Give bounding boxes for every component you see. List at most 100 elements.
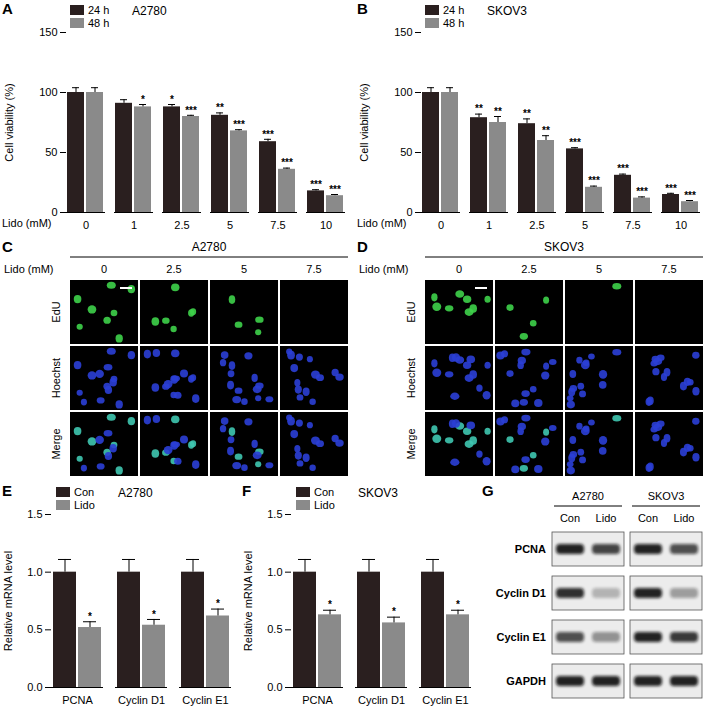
- svg-text:Hoechst: Hoechst: [405, 358, 417, 398]
- svg-text:Cell viability (%): Cell viability (%): [3, 83, 15, 161]
- svg-text:Cyclin D1: Cyclin D1: [358, 694, 405, 706]
- svg-text:***: ***: [665, 183, 677, 194]
- svg-text:PCNA: PCNA: [515, 543, 546, 555]
- svg-text:7.5: 7.5: [625, 219, 640, 231]
- svg-text:Relative mRNA level: Relative mRNA level: [242, 551, 254, 651]
- svg-text:7.5: 7.5: [306, 263, 321, 275]
- svg-text:1.5: 1.5: [267, 508, 282, 520]
- svg-text:0.5: 0.5: [27, 623, 42, 635]
- svg-text:Lido (mM): Lido (mM): [4, 263, 54, 275]
- svg-text:EdU: EdU: [405, 301, 417, 322]
- svg-text:0.0: 0.0: [267, 681, 282, 693]
- svg-text:5: 5: [596, 263, 602, 275]
- svg-text:Hoechst: Hoechst: [50, 358, 62, 398]
- svg-text:A2780: A2780: [192, 240, 227, 254]
- svg-text:10: 10: [320, 219, 332, 231]
- svg-text:2.5: 2.5: [174, 219, 189, 231]
- svg-text:***: ***: [588, 175, 600, 186]
- svg-text:Cyclin E1: Cyclin E1: [496, 631, 546, 643]
- html-text:A2780: A2780: [118, 486, 153, 500]
- svg-text:**: **: [494, 106, 502, 117]
- svg-text:7.5: 7.5: [661, 263, 676, 275]
- svg-text:150: 150: [39, 26, 57, 38]
- svg-text:Merge: Merge: [405, 428, 417, 459]
- svg-text:50: 50: [400, 146, 412, 158]
- svg-text:*: *: [216, 598, 220, 609]
- svg-text:GAPDH: GAPDH: [506, 675, 546, 687]
- svg-text:SKOV3: SKOV3: [544, 240, 584, 254]
- html-text:48 h: 48 h: [88, 17, 110, 29]
- svg-text:Lido: Lido: [674, 512, 695, 524]
- svg-text:0.5: 0.5: [267, 623, 282, 635]
- svg-text:1: 1: [131, 219, 137, 231]
- svg-text:PCNA: PCNA: [62, 694, 93, 706]
- svg-text:1.5: 1.5: [27, 508, 42, 520]
- svg-text:5: 5: [227, 219, 233, 231]
- svg-text:150: 150: [394, 26, 412, 38]
- svg-text:PCNA: PCNA: [302, 694, 333, 706]
- svg-text:Lido: Lido: [596, 512, 617, 524]
- svg-text:7.5: 7.5: [270, 219, 285, 231]
- svg-text:100: 100: [394, 86, 412, 98]
- html-text:24 h: 24 h: [443, 4, 465, 16]
- html-text:48 h: 48 h: [443, 17, 465, 29]
- svg-text:1: 1: [486, 219, 492, 231]
- svg-text:SKOV3: SKOV3: [648, 490, 685, 502]
- svg-text:**: **: [542, 125, 550, 136]
- svg-text:2.5: 2.5: [529, 219, 544, 231]
- html-text:SKOV3: SKOV3: [487, 4, 527, 18]
- svg-text:Merge: Merge: [50, 428, 62, 459]
- svg-text:**: **: [216, 102, 224, 113]
- svg-text:Cyclin D1: Cyclin D1: [496, 587, 546, 599]
- svg-text:5: 5: [582, 219, 588, 231]
- svg-text:***: ***: [185, 105, 197, 116]
- svg-text:*: *: [328, 599, 332, 610]
- svg-text:Cyclin E1: Cyclin E1: [182, 694, 228, 706]
- svg-text:***: ***: [329, 184, 341, 195]
- svg-text:***: ***: [262, 129, 274, 140]
- svg-text:1.0: 1.0: [27, 566, 42, 578]
- svg-text:0: 0: [101, 263, 107, 275]
- svg-text:1.0: 1.0: [267, 566, 282, 578]
- svg-text:Lido (mM): Lido (mM): [359, 263, 409, 275]
- svg-text:0: 0: [51, 206, 57, 218]
- svg-text:***: ***: [233, 119, 245, 130]
- svg-text:Relative mRNA level: Relative mRNA level: [2, 551, 14, 651]
- svg-text:5: 5: [241, 263, 247, 275]
- svg-text:Cyclin E1: Cyclin E1: [422, 694, 468, 706]
- svg-text:**: **: [475, 103, 483, 114]
- svg-text:***: ***: [310, 179, 322, 190]
- svg-text:10: 10: [675, 219, 687, 231]
- html-text:A2780: A2780: [132, 4, 167, 18]
- svg-text:Con: Con: [560, 512, 580, 524]
- html-text:SKOV3: SKOV3: [358, 486, 398, 500]
- svg-text:***: ***: [684, 190, 696, 201]
- svg-text:Cyclin D1: Cyclin D1: [118, 694, 165, 706]
- svg-text:0: 0: [456, 263, 462, 275]
- svg-text:*: *: [170, 94, 174, 105]
- svg-text:Con: Con: [638, 512, 658, 524]
- svg-text:2.5: 2.5: [521, 263, 536, 275]
- svg-text:***: ***: [281, 157, 293, 168]
- html-text:Lido (mM): Lido (mM): [2, 217, 52, 229]
- svg-text:0: 0: [438, 219, 444, 231]
- svg-text:*: *: [392, 606, 396, 617]
- svg-text:***: ***: [636, 186, 648, 197]
- svg-text:A2780: A2780: [572, 490, 604, 502]
- svg-text:*: *: [456, 599, 460, 610]
- svg-text:0.0: 0.0: [27, 681, 42, 693]
- svg-text:100: 100: [39, 86, 57, 98]
- svg-text:2.5: 2.5: [166, 263, 181, 275]
- svg-text:Cell viability (%): Cell viability (%): [358, 83, 370, 161]
- svg-text:50: 50: [45, 146, 57, 158]
- svg-text:*: *: [141, 94, 145, 105]
- svg-text:*: *: [88, 611, 92, 622]
- svg-text:0: 0: [406, 206, 412, 218]
- svg-text:EdU: EdU: [50, 301, 62, 322]
- svg-text:***: ***: [569, 137, 581, 148]
- svg-text:***: ***: [617, 163, 629, 174]
- svg-text:**: **: [523, 108, 531, 119]
- svg-text:*: *: [152, 609, 156, 620]
- html-text:24 h: 24 h: [88, 4, 110, 16]
- svg-text:0: 0: [83, 219, 89, 231]
